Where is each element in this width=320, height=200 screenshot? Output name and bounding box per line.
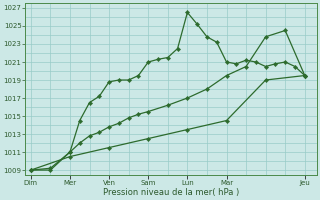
- X-axis label: Pression niveau de la mer( hPa ): Pression niveau de la mer( hPa ): [103, 188, 239, 197]
